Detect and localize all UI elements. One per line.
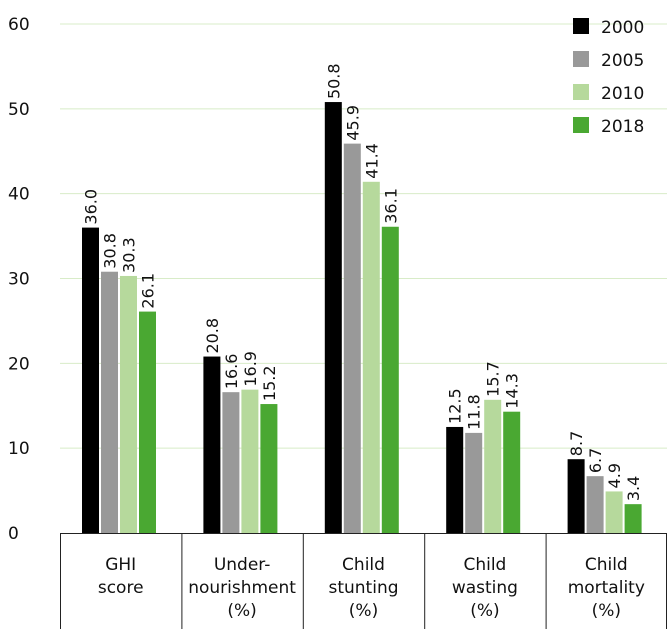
category-label: wasting	[452, 578, 518, 598]
category-label: (%)	[227, 601, 256, 621]
category-label: GHI	[105, 555, 136, 575]
y-tick-label: 20	[8, 354, 30, 374]
data-label-2010-0: 30.3	[120, 237, 139, 273]
legend: 2000 2005 2010 2018	[573, 18, 644, 137]
bar-2005-3	[465, 432, 483, 533]
bar-2018-2	[381, 226, 399, 534]
category-label: Under-	[214, 555, 271, 575]
bar-2010-2	[362, 181, 380, 534]
legend-label-2005: 2005	[601, 51, 644, 71]
category-label: score	[98, 578, 144, 598]
y-axis-ticks: 0 10 20 30 40 50 60	[8, 15, 30, 544]
legend-swatch-2010	[573, 84, 589, 100]
data-label-2018-0: 26.1	[139, 273, 158, 309]
legend-swatch-2000	[573, 18, 589, 34]
category-label: stunting	[328, 578, 398, 598]
y-tick-label: 40	[8, 185, 30, 205]
bar-2010-0	[120, 275, 137, 533]
data-label-2010-4: 4.9	[605, 463, 624, 488]
bar-2010-4	[605, 491, 623, 533]
bar-2018-3	[503, 411, 521, 533]
bar-2010-1	[241, 389, 259, 533]
bars	[82, 102, 642, 534]
category-labels: GHI score Under-nourishment (%) Child stuntin…	[98, 555, 645, 621]
category-label: (%)	[470, 601, 499, 621]
data-label-2018-3: 14.3	[503, 373, 522, 409]
data-label-2000-3: 12.5	[446, 388, 465, 424]
bar-2005-2	[343, 143, 361, 534]
bar-2018-0	[139, 311, 156, 533]
bar-2010-3	[484, 399, 502, 533]
data-label-2000-4: 8.7	[567, 431, 586, 456]
data-label-2005-4: 6.7	[586, 448, 605, 473]
y-tick-label: 60	[8, 15, 30, 35]
legend-swatch-2005	[573, 51, 589, 67]
y-tick-label: 0	[8, 524, 19, 544]
bar-2005-4	[586, 476, 604, 533]
legend-swatch-2018	[573, 117, 589, 133]
data-label-2005-1: 16.6	[222, 354, 241, 390]
bar-2000-1	[203, 356, 221, 533]
bar-2018-1	[260, 404, 278, 533]
category-label: Child	[342, 555, 385, 575]
data-label-2018-4: 3.4	[624, 476, 643, 501]
y-tick-label: 50	[8, 100, 30, 120]
category-label: Child	[585, 555, 628, 575]
category-label: (%)	[349, 601, 378, 621]
category-label: (%)	[592, 601, 621, 621]
legend-label-2018: 2018	[601, 117, 644, 137]
data-label-2005-0: 30.8	[101, 233, 120, 269]
data-label-2000-0: 36.0	[82, 189, 101, 225]
bar-2000-2	[324, 102, 342, 534]
y-tick-label: 10	[8, 439, 30, 459]
data-label-2005-3: 11.8	[465, 394, 484, 430]
category-label: mortality	[568, 578, 645, 598]
bar-2000-0	[82, 227, 99, 533]
data-label-2010-3: 15.7	[484, 361, 503, 397]
category-label: Child	[463, 555, 506, 575]
bar-2000-4	[567, 459, 585, 533]
data-label-2018-2: 36.1	[381, 188, 400, 224]
bar-2005-1	[222, 392, 240, 533]
bar-2005-0	[101, 271, 118, 533]
data-labels: 36.0 20.8 50.8 12.5 8.7 30.8 16.6 45.9 11.8 6.7 30…	[82, 63, 644, 501]
bar-2018-4	[624, 504, 642, 533]
legend-label-2000: 2000	[601, 18, 644, 38]
data-label-2010-2: 41.4	[362, 143, 381, 179]
data-label-2005-2: 45.9	[343, 105, 362, 141]
data-label-2010-1: 16.9	[241, 351, 260, 387]
y-tick-label: 30	[8, 270, 30, 290]
category-label: nourishment	[188, 578, 296, 598]
data-label-2000-2: 50.8	[324, 63, 343, 99]
data-label-2000-1: 20.8	[203, 318, 222, 354]
legend-label-2010: 2010	[601, 84, 644, 104]
bar-2000-3	[446, 426, 464, 533]
data-label-2018-1: 15.2	[260, 365, 279, 401]
